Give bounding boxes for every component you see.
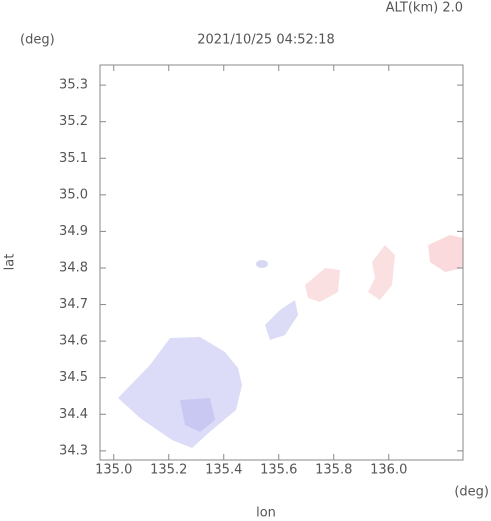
- echo-area: [305, 268, 340, 302]
- x-tick-label: 135.4: [205, 463, 242, 478]
- echo-area: [265, 300, 298, 340]
- echo-regions: [118, 235, 463, 448]
- x-tick-label: 135.8: [315, 463, 352, 478]
- x-unit: (deg): [454, 485, 489, 500]
- plot-frame: [99, 64, 464, 461]
- y-tick-label: 35.2: [59, 114, 88, 129]
- x-tick-label: 136.0: [370, 463, 407, 478]
- y-tick-label: 34.6: [59, 334, 88, 349]
- y-axis-title: lat: [3, 254, 18, 271]
- y-tick-label: 34.3: [59, 443, 88, 458]
- y-tick-label: 34.7: [59, 297, 88, 312]
- echo-area: [118, 337, 242, 448]
- x-axis-title: lon: [256, 506, 276, 521]
- y-tick-label: 35.1: [59, 151, 88, 166]
- y-tick-label: 34.9: [59, 224, 88, 239]
- x-tick-label: 135.0: [95, 463, 132, 478]
- y-unit: (deg): [20, 33, 55, 48]
- chart-title: 2021/10/25 04:52:18: [197, 33, 334, 48]
- y-tick-label: 35.3: [59, 78, 88, 93]
- echo-area: [180, 398, 215, 432]
- x-tick-label: 135.2: [150, 463, 187, 478]
- y-tick-label: 35.0: [59, 187, 88, 202]
- echo-area: [256, 260, 268, 268]
- y-tick-label: 34.8: [59, 260, 88, 275]
- altitude-label: ALT(km) 2.0: [386, 1, 463, 16]
- y-tick-label: 34.5: [59, 370, 88, 385]
- x-tick-label: 135.6: [260, 463, 297, 478]
- y-tick-label: 34.4: [59, 407, 88, 422]
- echo-area: [428, 235, 463, 272]
- echo-area: [368, 245, 395, 300]
